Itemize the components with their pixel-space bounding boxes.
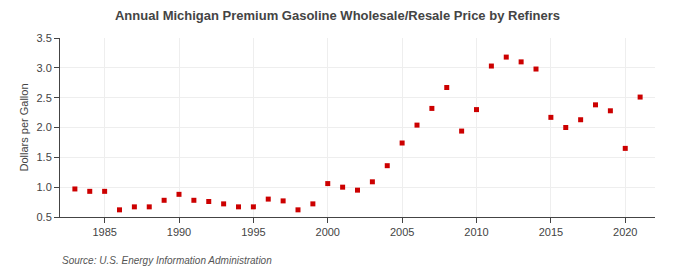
svg-text:1990: 1990 — [167, 226, 191, 238]
svg-text:2015: 2015 — [539, 226, 563, 238]
svg-text:0.5: 0.5 — [37, 211, 52, 223]
svg-text:Annual Michigan Premium Gasoli: Annual Michigan Premium Gasoline Wholesa… — [115, 8, 560, 23]
svg-text:Dollars per Gallon: Dollars per Gallon — [18, 83, 30, 171]
svg-text:2.5: 2.5 — [37, 92, 52, 104]
svg-text:3.5: 3.5 — [37, 32, 52, 44]
svg-text:1995: 1995 — [241, 226, 265, 238]
svg-text:3.0: 3.0 — [37, 62, 52, 74]
svg-text:1985: 1985 — [92, 226, 116, 238]
svg-text:2.0: 2.0 — [37, 121, 52, 133]
svg-text:2005: 2005 — [390, 226, 414, 238]
svg-text:1.0: 1.0 — [37, 181, 52, 193]
svg-text:2010: 2010 — [464, 226, 488, 238]
svg-text:2020: 2020 — [613, 226, 637, 238]
svg-text:1.5: 1.5 — [37, 151, 52, 163]
svg-text:Source: U.S. Energy Informatio: Source: U.S. Energy Information Administ… — [62, 255, 272, 266]
svg-text:2000: 2000 — [316, 226, 340, 238]
